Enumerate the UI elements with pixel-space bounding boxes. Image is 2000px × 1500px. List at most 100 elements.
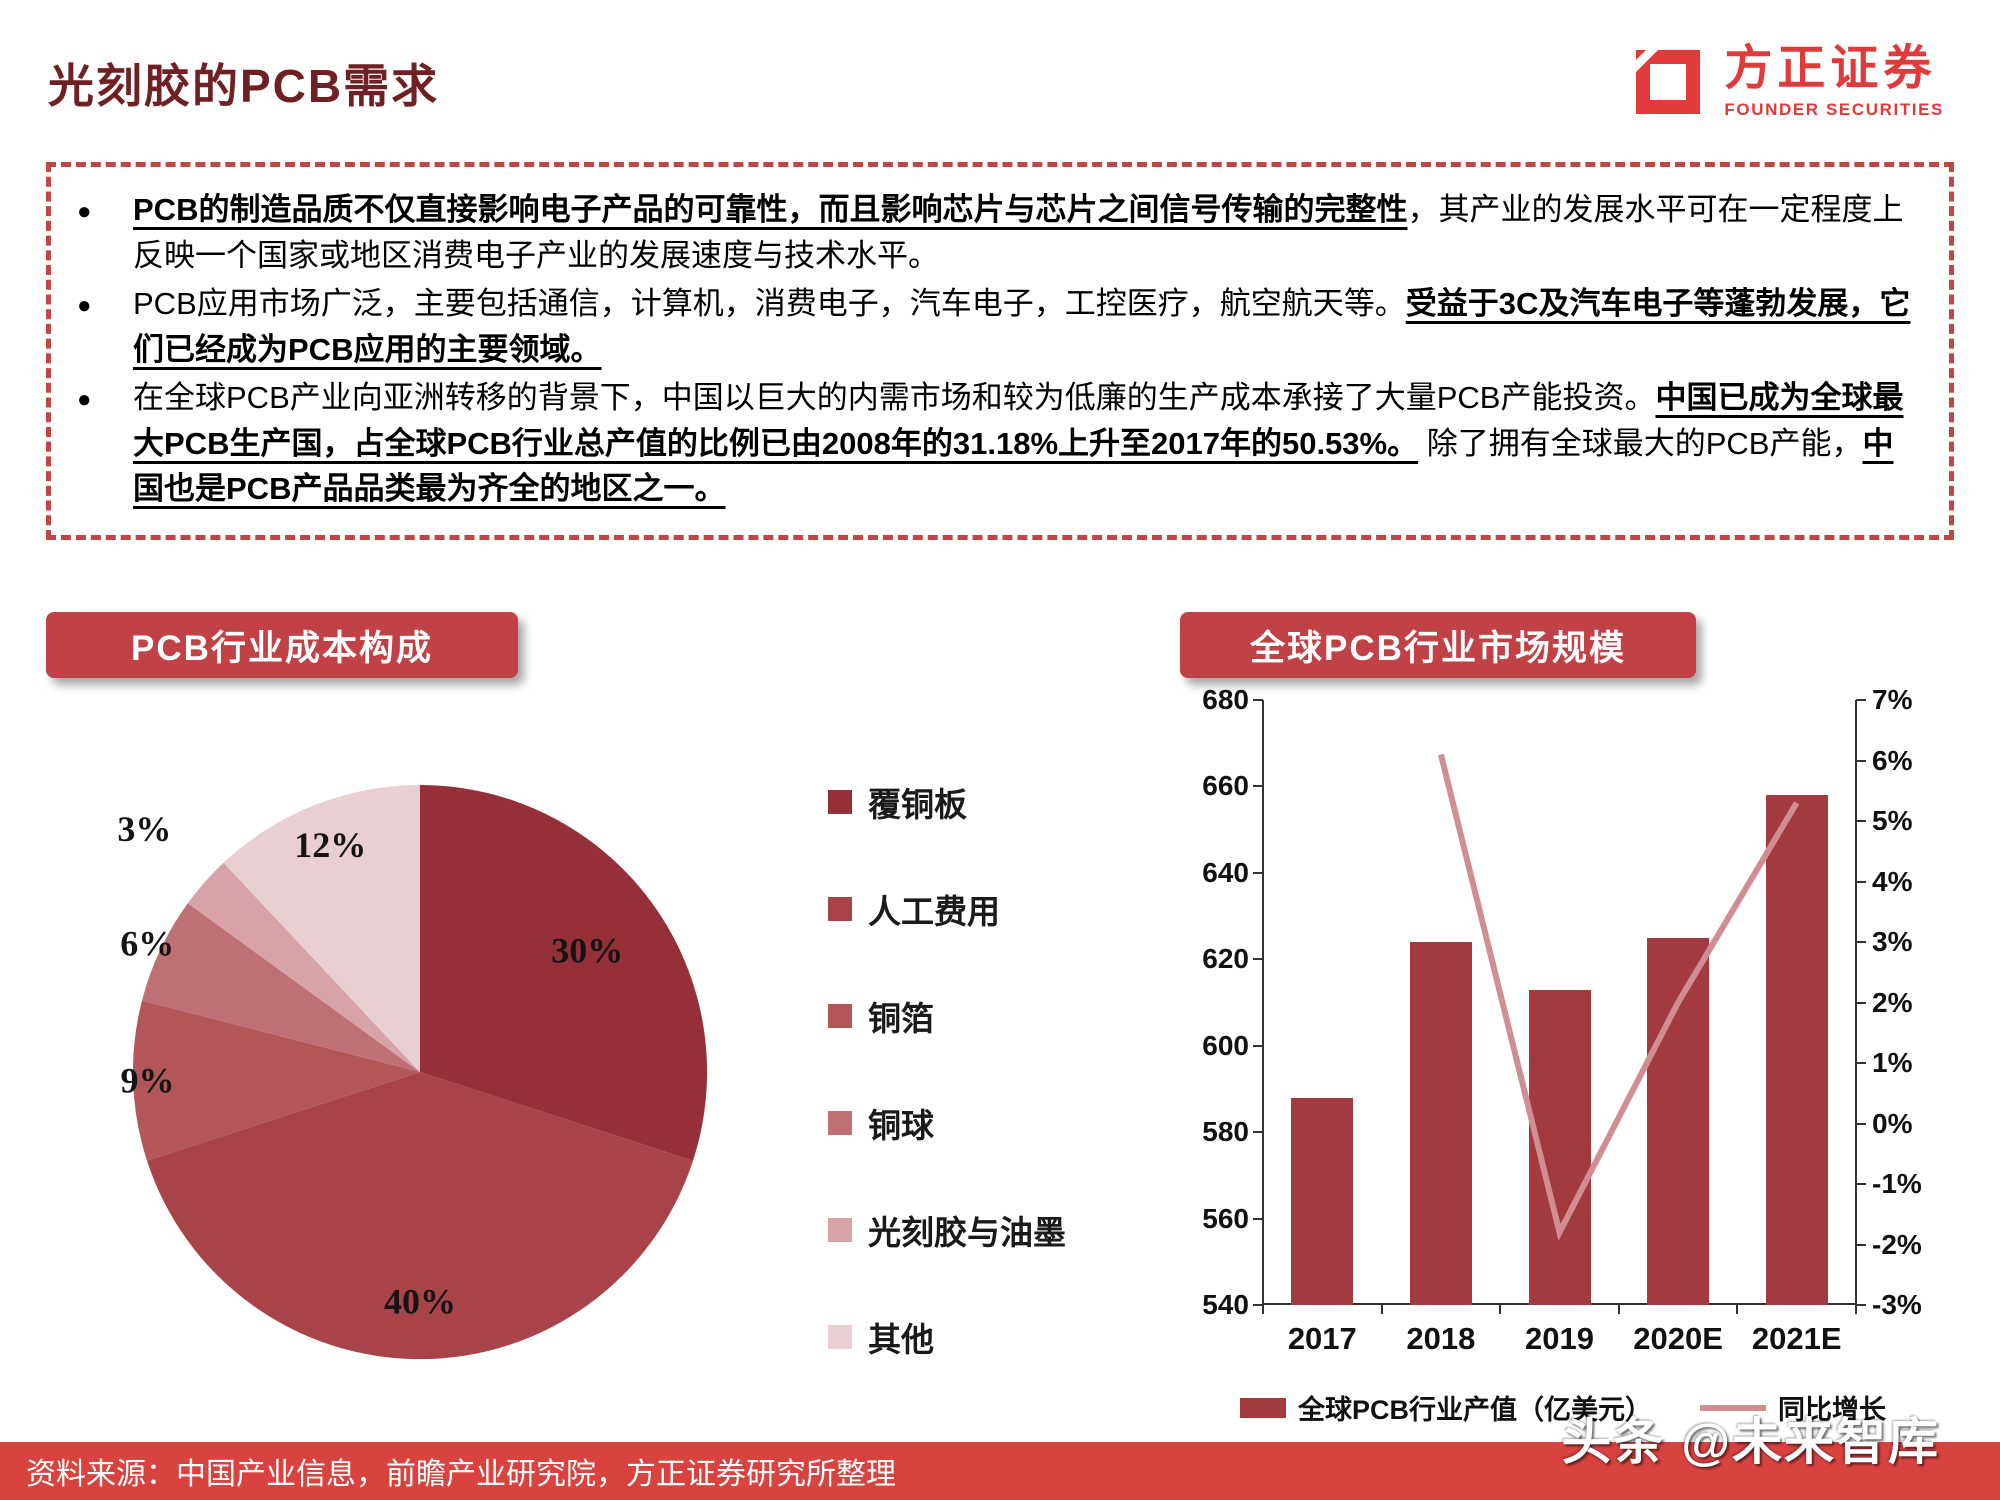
footer-bar: 资料来源：中国产业信息，前瞻产业研究院，方正证券研究所整理: [0, 1442, 2000, 1500]
pie-legend-item-5: 光刻胶与油墨: [828, 1206, 1066, 1254]
left-axis-tickmark: [1253, 785, 1263, 788]
left-axis-tick: 640: [1202, 856, 1249, 888]
pie-chart: 30% 40% 9% 6% 3% 12%: [117, 785, 708, 1360]
founder-logo-subtitle: FOUNDER SECURITIES: [1724, 99, 1944, 119]
right-axis-tick: 3%: [1872, 926, 1913, 957]
pie-value-label-3: 9%: [121, 1061, 175, 1101]
right-axis-tick: 4%: [1872, 865, 1913, 897]
left-axis-tick: 580: [1202, 1116, 1249, 1148]
pie-slice-3: [132, 1000, 420, 1161]
right-axis-tickmark: [1856, 1183, 1866, 1185]
x-axis-tickmark: [1617, 1305, 1620, 1314]
left-axis-tickmark: [1253, 871, 1263, 874]
bullet-dot-icon: ●: [77, 198, 92, 225]
pie-legend-label: 其他: [868, 1321, 934, 1358]
pie-value-label-2: 40%: [384, 1282, 456, 1322]
bullet-item-1: ● PCB的制造品质不仅直接影响电子产品的可靠性，而且影响芯片与芯片之间信号传输的…: [77, 187, 1913, 278]
right-axis-tickmark: [1856, 699, 1866, 701]
pie-legend-label: 光刻胶与油墨: [868, 1214, 1066, 1251]
legend-item-bar-series: 全球PCB行业产值（亿美元）: [1239, 1388, 1652, 1427]
bar-2017: [1291, 1097, 1354, 1305]
legend-swatch-icon: [828, 1111, 852, 1135]
left-axis-tick: 600: [1202, 1029, 1249, 1061]
left-axis-tickmark: [1253, 958, 1263, 961]
x-axis-label-2017: 2017: [1287, 1321, 1357, 1356]
right-axis-tick: -2%: [1872, 1228, 1922, 1260]
left-axis-tickmark: [1253, 1304, 1263, 1306]
pie-legend-label: 铜箔: [868, 1000, 934, 1037]
bullet-plain-segment: 在全球PCB产业向亚洲转移的背景下，中国以巨大的内需市场和较为低廉的生产成本承接…: [133, 380, 1656, 416]
x-axis-label-2019: 2019: [1525, 1321, 1594, 1356]
bullet-emphasis-segment: 受益于3C及汽车电子等蓬勃发展，它们已经成为PCB应用的主要领域。: [133, 286, 1911, 367]
bar-2021E: [1765, 795, 1828, 1305]
pie-value-label-6: 12%: [294, 825, 366, 865]
bullet-list: ● PCB的制造品质不仅直接影响电子产品的可靠性，而且影响芯片与芯片之间信号传输的…: [77, 187, 1913, 512]
combo-legend: 全球PCB行业产值（亿美元） 同比增长: [1203, 1388, 1923, 1427]
pie-slice-1: [420, 785, 708, 1161]
right-axis-tick: -3%: [1872, 1289, 1922, 1320]
founder-logo-icon: [1626, 40, 1701, 114]
legend-swatch-icon: [828, 1004, 852, 1028]
founder-logo-name: 方正证券: [1724, 42, 1937, 96]
x-axis-label-2021E: 2021E: [1751, 1321, 1842, 1356]
pie-legend: 覆铜板人工费用铜箔铜球光刻胶与油墨 其他: [828, 778, 1066, 1361]
founder-logo-text: 方正证券 FOUNDER SECURITIES: [1724, 42, 1944, 119]
bullet-plain-segment: 除了拥有全球最大的PCB产能，: [1418, 425, 1863, 461]
summary-box: ● PCB的制造品质不仅直接影响电子产品的可靠性，而且影响芯片与芯片之间信号传输的…: [46, 162, 1954, 540]
right-axis-tickmark: [1856, 1243, 1866, 1246]
right-axis-tick: 7%: [1872, 684, 1913, 715]
legend-item-line-series: 同比增长: [1700, 1388, 1886, 1427]
bullet-emphasis-segment: 中国也是PCB产品品类最为齐全的地区之一。: [133, 425, 1894, 507]
growth-line: [1437, 753, 1800, 1241]
left-axis-tickmark: [1253, 699, 1263, 701]
bullet-dot-icon: ●: [77, 386, 92, 414]
right-axis-tick: 2%: [1872, 986, 1913, 1018]
right-axis-tickmark: [1856, 1122, 1866, 1125]
right-axis-tick: 5%: [1872, 805, 1913, 836]
right-axis-tickmark: [1856, 1062, 1866, 1064]
pie-slice-4: [142, 903, 420, 1072]
page-title: 光刻胶的PCB需求: [48, 60, 440, 112]
bullet-emphasis-segment: 中国已成为全球最大PCB生产国，占全球PCB行业总产值的比例已由2008年的31…: [133, 380, 1904, 461]
bullet-dot-icon: ●: [77, 292, 92, 320]
pie-legend-item-2: 人工费用: [828, 885, 1066, 933]
pie-legend-item-1: 覆铜板: [828, 778, 1066, 826]
right-axis-tick: 0%: [1872, 1107, 1913, 1139]
legend-swatch-icon: [828, 1325, 852, 1349]
right-axis-tick: 1%: [1872, 1047, 1913, 1078]
pie-legend-label: 铜球: [868, 1107, 934, 1144]
pie-value-label-4: 6%: [120, 924, 174, 964]
growth-line-layer: [1437, 753, 1800, 1241]
pie-legend-item-3: 铜箔: [828, 992, 1066, 1040]
x-axis-tickmark: [1262, 1305, 1264, 1314]
combo-chart: 540 560 580 600 620 640 660 680 -3% -2% -1% 0% 1% 2% 3…: [1202, 684, 1922, 1356]
left-axis-tick: 620: [1202, 943, 1249, 975]
pie-value-label-5: 3%: [117, 809, 171, 849]
left-axis-tick: 560: [1202, 1202, 1249, 1234]
left-axis-line: [1262, 700, 1264, 1305]
legend-swatch-icon: [828, 897, 852, 921]
right-axis-tickmark: [1856, 941, 1866, 943]
x-axis-tickmark: [1380, 1305, 1383, 1314]
left-axis-tickmark: [1253, 1131, 1263, 1134]
right-axis-tickmark: [1856, 820, 1866, 822]
right-axis-tick: -1%: [1872, 1168, 1922, 1199]
line-legend-swatch-icon: [1700, 1404, 1766, 1411]
left-axis-tickmark: [1253, 1044, 1263, 1047]
pie-section-header: PCB行业成本构成: [46, 612, 518, 678]
left-axis-tickmark: [1253, 1217, 1263, 1220]
pie-legend-item-4: 铜球: [828, 1099, 1066, 1147]
bullet-text: PCB的制造品质不仅直接影响电子产品的可靠性，而且影响芯片与芯片之间信号传输的完…: [133, 187, 1913, 278]
right-axis-tick: 6%: [1872, 744, 1913, 776]
left-axis-tick: 540: [1202, 1289, 1249, 1320]
watermark: 头条 @未来智库: [1561, 1414, 1940, 1470]
right-axis-tickmark: [1856, 880, 1866, 883]
source-text: 资料来源：中国产业信息，前瞻产业研究院，方正证券研究所整理: [26, 1458, 896, 1491]
bar-legend-swatch-icon: [1239, 1397, 1286, 1418]
bar-2018: [1409, 942, 1472, 1305]
bullet-emphasis-segment: PCB的制造品质不仅直接影响电子产品的可靠性，而且影响芯片与芯片之间信号传输的完…: [133, 192, 1408, 227]
bullet-plain-segment: ，其产业的发展水平可在一定程度上反映一个国家或地区消费电子产业的发展速度与技术水…: [133, 192, 1904, 273]
bullet-text: PCB应用市场广泛，主要包括通信，计算机，消费电子，汽车电子，工控医疗，航空航天…: [133, 281, 1913, 372]
founder-logo: 方正证券 FOUNDER SECURITIES: [1626, 40, 1944, 124]
x-axis-tickmark: [1499, 1305, 1502, 1314]
